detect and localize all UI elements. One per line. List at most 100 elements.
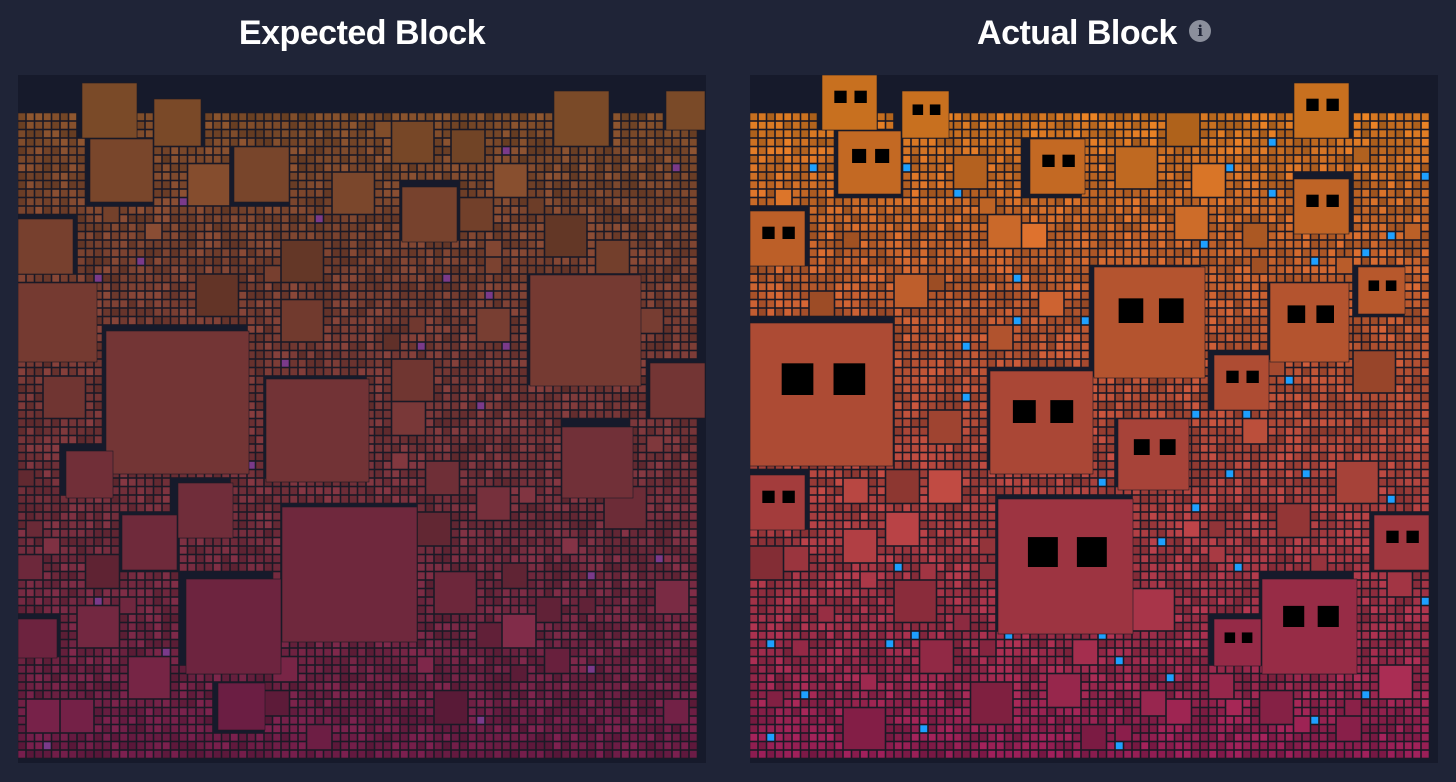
tx-cell [1395, 248, 1404, 257]
tx-cell [1030, 121, 1039, 130]
tx-cell [1038, 112, 1047, 121]
tx-cell [1242, 112, 1251, 121]
tx-cell [612, 410, 621, 419]
tx-cell [766, 274, 775, 283]
tx-cell [1166, 172, 1175, 181]
tx-cell [162, 741, 171, 750]
tx-cell [94, 401, 103, 410]
tx-cell [332, 648, 341, 657]
tx-cell [544, 206, 553, 215]
tx-cell [34, 146, 43, 155]
tx-cell [476, 529, 485, 538]
tx-cell [1361, 112, 1370, 121]
tx-cell [400, 469, 409, 478]
tx-cell [570, 750, 579, 759]
tx-cell [621, 682, 630, 691]
tx-cell [1225, 240, 1234, 249]
tx-cell [1370, 248, 1379, 257]
tx-cell [493, 554, 502, 563]
tx-cell [26, 376, 35, 385]
tx-cell [536, 129, 545, 138]
tx-cell [553, 512, 562, 521]
tx-cell [68, 367, 77, 376]
tx-cell [247, 733, 256, 742]
tx-cell [196, 214, 205, 223]
tx-cell [953, 231, 962, 240]
tx-cell [1174, 163, 1183, 172]
tx-cell [987, 248, 996, 257]
tx-cell [383, 299, 392, 308]
tx-cell [1047, 121, 1056, 130]
tx-cell [485, 605, 494, 614]
tx-cell [663, 512, 672, 521]
tx-cell [553, 172, 562, 181]
tx-cell [145, 588, 154, 597]
tx-cell [442, 325, 451, 334]
tx-cell [638, 257, 647, 266]
tx-cell [391, 206, 400, 215]
tx-cell [136, 571, 145, 580]
tx-cell [646, 622, 655, 631]
tx-cell [102, 308, 111, 317]
tx-cell [323, 486, 332, 495]
tx-cell [1378, 121, 1387, 130]
tx-cell [612, 554, 621, 563]
info-icon[interactable]: i [1188, 20, 1211, 43]
tx-cell [519, 121, 528, 130]
tx-cell [349, 316, 358, 325]
tx-cell [519, 308, 528, 317]
tx-cell [502, 274, 511, 283]
tx-cell [408, 333, 417, 342]
tx-cell [136, 741, 145, 750]
tx-cell [255, 384, 264, 393]
tx-tile [544, 214, 587, 257]
tx-cell [544, 410, 553, 419]
tx-cell [111, 308, 120, 317]
tx-cell [264, 240, 273, 249]
tx-cell [1208, 155, 1217, 164]
tx-cell [987, 189, 996, 198]
tx-cell [672, 138, 681, 147]
tx-cell [213, 214, 222, 223]
tx-cell [221, 231, 230, 240]
actual-block-visualization[interactable] [750, 75, 1438, 763]
tx-cell [519, 299, 528, 308]
tx-cell [383, 707, 392, 716]
expected-block-visualization[interactable] [18, 75, 706, 763]
tx-cell [1268, 146, 1277, 155]
tx-cell [434, 155, 443, 164]
tx-cell [680, 240, 689, 249]
tx-cell [1072, 214, 1081, 223]
tx-cell [196, 707, 205, 716]
tx-cell [544, 707, 553, 716]
tx-cell [1336, 163, 1345, 172]
tx-cell [60, 537, 69, 546]
tx-tile [128, 656, 171, 699]
tx-cell [1123, 240, 1132, 249]
tx-cell [1421, 189, 1430, 198]
tx-cell [357, 214, 366, 223]
tx-cell [204, 733, 213, 742]
tx-cell [408, 469, 417, 478]
tx-cell [383, 665, 392, 674]
tx-cell [826, 197, 835, 206]
tx-cell [357, 138, 366, 147]
tx-cell [349, 342, 358, 351]
tx-cell [1285, 248, 1294, 257]
tx-cell [85, 597, 94, 606]
tx-cell [646, 699, 655, 708]
tx-cell [417, 495, 426, 504]
tx-tile-large [177, 482, 234, 539]
tx-cell [26, 733, 35, 742]
tx-cell [612, 665, 621, 674]
tx-cell [179, 197, 188, 206]
tx-cell [145, 291, 154, 300]
tx-cell [519, 333, 528, 342]
tx-cell [1089, 155, 1098, 164]
tx-tile [1208, 520, 1226, 538]
tx-cell [485, 410, 494, 419]
tx-cell [213, 146, 222, 155]
tx-cell [587, 240, 596, 249]
tx-cell [1234, 189, 1243, 198]
tx-cell [238, 741, 247, 750]
